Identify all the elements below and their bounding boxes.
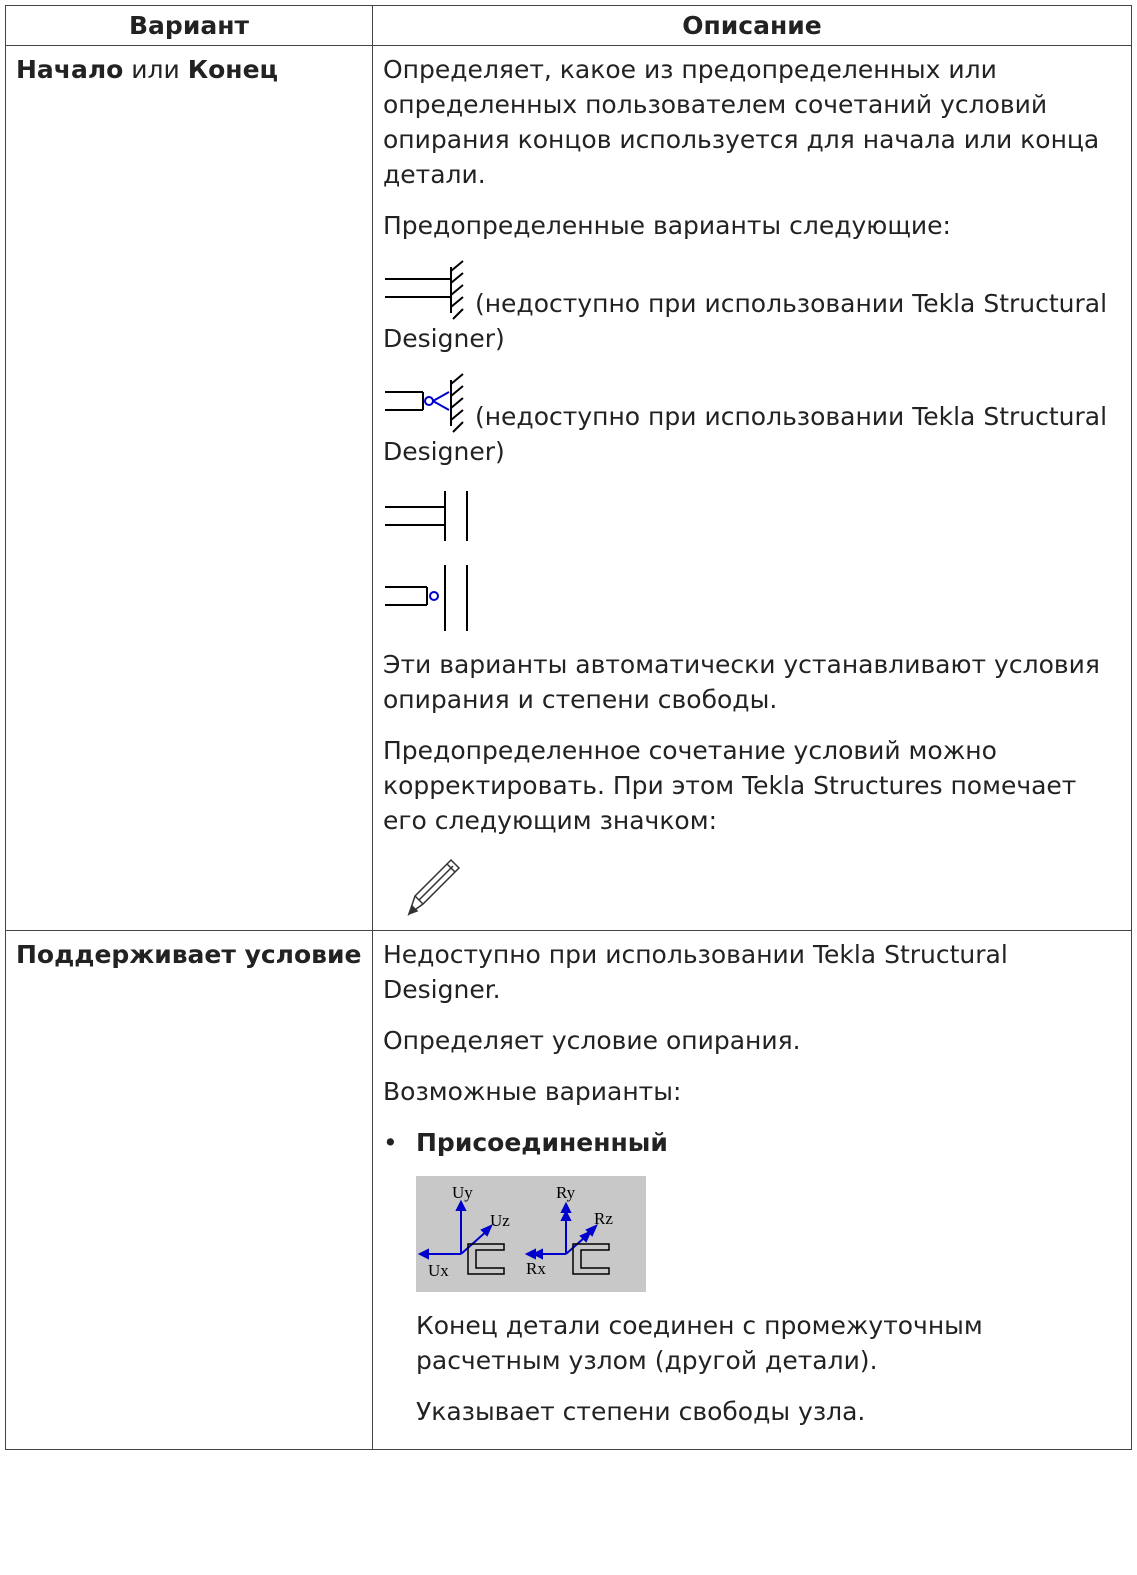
header-row: Вариант Описание [5,5,1132,46]
note: (недоступно при использовании Tekla Stru… [383,402,1108,466]
icon-paragraph: (недоступно при использовании Tekla Stru… [383,259,1121,356]
description-cell: Недоступно при использовании Tekla Struc… [372,930,1132,1450]
header-cell: Вариант [5,5,373,46]
paragraph: Конец детали соединен с промежуточным ра… [416,1311,983,1375]
paragraph: Возможные варианты: [383,1077,682,1106]
option-cell: Поддерживает условие [5,930,373,1450]
image-label: Rz [594,1209,613,1228]
row: Поддерживает условие Недоступно при испо… [5,930,1132,1450]
paragraph: Определяет, какое из предопределенных ил… [383,55,1100,189]
release-icon [385,491,468,541]
image-label: Ux [428,1261,449,1280]
image-label: Rx [526,1259,546,1278]
paragraph: Недоступно при использовании Tekla Struc… [383,940,1008,1004]
pencil-icon [407,858,461,916]
option: Начало [16,55,124,84]
paragraph: Предопределенное сочетание условий можно… [383,736,1077,835]
option: Конец [187,55,279,84]
paragraph: Эти варианты автоматически устанавливают… [383,650,1100,714]
paragraph: Предопределенные варианты следующие: [383,211,951,240]
image-label: Ry [556,1183,576,1202]
description-cell: Определяет, какое из предопределенных ил… [372,45,1132,931]
note: (недоступно при использовании Tekla Stru… [383,289,1108,353]
pinned-release-icon [385,565,468,631]
paragraph: Указывает степени свободы узла. [416,1397,866,1426]
image-label: Uz [490,1211,510,1230]
paragraph: Определяет условие опирания. [383,1026,801,1055]
image-label: Uy [452,1183,473,1202]
pinned-icon [385,373,464,433]
icon-paragraph: (недоступно при использовании Tekla Stru… [383,372,1121,469]
fixed-icon [385,260,464,320]
header-cell: Описание [372,5,1132,46]
option: Поддерживает условие [16,940,362,969]
options-table: Вариант Описание Начало или Конец Опреде… [5,5,1132,1450]
bullet-text: Присоединенный [416,1128,668,1157]
joiner: или [123,55,188,84]
connected-image: Uy Uz Ux Ry Rz Rx [416,1176,646,1292]
bullet-item: • Присоединенный [383,1128,668,1157]
row: Начало или Конец Определяет, какое из пр… [5,45,1132,931]
option-cell: Начало или Конец [5,45,373,931]
